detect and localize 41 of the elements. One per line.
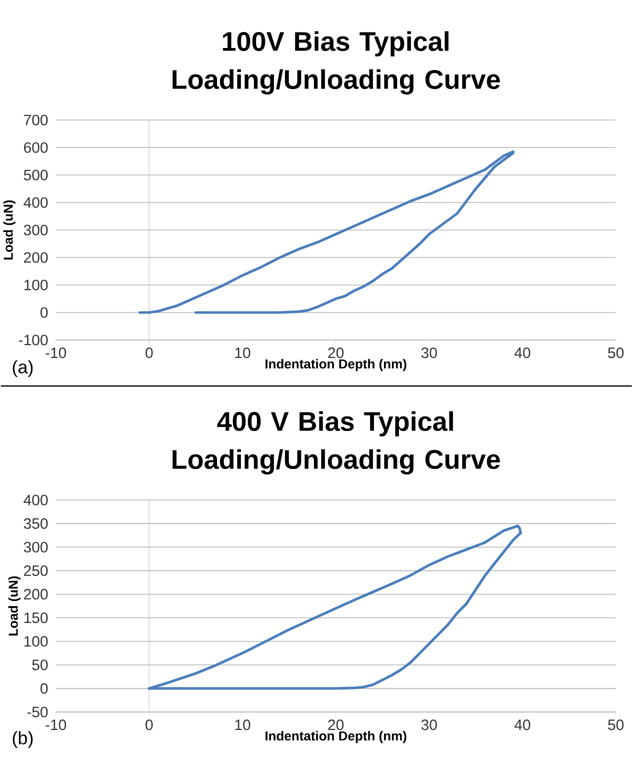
y-tick-label: 300 — [24, 224, 48, 236]
y-tick-label: 0 — [40, 307, 48, 318]
y-tick-label: 200 — [24, 252, 48, 263]
text: (b) — [12, 731, 32, 748]
x-tick-label: 30 — [421, 720, 437, 730]
x-tick-label: 50 — [608, 348, 624, 358]
y-tick-label: 200 — [24, 588, 48, 600]
y-axis-title: Load (uN) — [3, 200, 16, 260]
x-tick-label: 20 — [328, 720, 344, 730]
y-tick-label: 250 — [24, 565, 48, 576]
y-axis-title: Load (uN) — [8, 576, 20, 636]
y-tick-label: 100 — [24, 280, 48, 290]
x-axis-title: Indentation Depth (nm) — [265, 730, 406, 744]
y-tick-label: 50 — [32, 660, 48, 670]
y-tick-label: 600 — [24, 142, 48, 153]
x-tick-label: 20 — [328, 348, 344, 358]
y-tick-label: -50 — [27, 706, 48, 718]
y-tick-label: 300 — [24, 542, 48, 552]
x-tick-label: 40 — [514, 720, 530, 730]
y-tick-label: 100 — [24, 636, 48, 647]
y-tick-label: 400 — [23, 494, 48, 506]
chart-title: 100V Bias Typical Loading/Unloading Curve — [172, 31, 500, 95]
x-tick-label: 10 — [235, 720, 250, 730]
y-tick-label: -100 — [18, 334, 48, 346]
y-tick-label: 400 — [23, 197, 48, 208]
text: (a) — [12, 360, 32, 377]
x-tick-label: -10 — [45, 348, 66, 358]
y-tick-label: 150 — [24, 612, 48, 624]
x-tick-label: 0 — [145, 348, 153, 358]
x-axis-title: Indentation Depth (nm) — [265, 358, 406, 372]
chart-title: 400 V Bias Typical Loading/Unloading Curve — [172, 411, 500, 475]
x-tick-label: 30 — [421, 348, 437, 358]
x-tick-label: 40 — [514, 348, 530, 358]
x-tick-label: 0 — [145, 720, 153, 730]
y-tick-label: 350 — [24, 518, 48, 529]
y-tick-label: 700 — [24, 114, 48, 126]
x-tick-label: -10 — [45, 720, 66, 730]
y-tick-label: 500 — [24, 170, 48, 180]
x-tick-label: 50 — [608, 720, 624, 730]
y-tick-label: 0 — [40, 683, 48, 694]
x-tick-label: 10 — [235, 348, 250, 358]
